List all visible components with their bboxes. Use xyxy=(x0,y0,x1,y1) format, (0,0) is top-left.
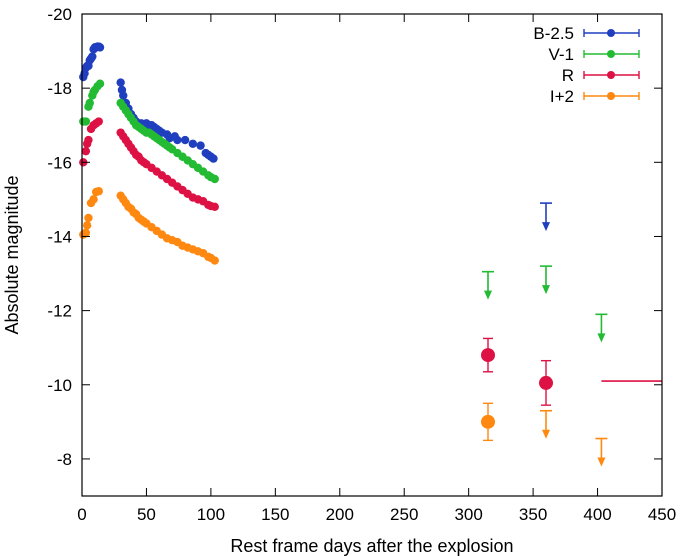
legend-label: B-2.5 xyxy=(533,24,574,43)
y-tick-label: -8 xyxy=(57,450,72,469)
x-tick-label: 0 xyxy=(77,505,86,524)
x-tick-label: 200 xyxy=(326,505,354,524)
axes-layer: 0 50 100 150 200 250 300 350 400 450 -8 -10 -12 -14 -1… xyxy=(47,5,676,524)
series-v-1 xyxy=(79,79,608,343)
data-point xyxy=(180,135,190,145)
x-tick-label: 250 xyxy=(390,505,418,524)
data-point xyxy=(85,98,94,108)
legend-marker xyxy=(607,29,615,37)
data-point xyxy=(89,195,98,204)
y-tick-label: -12 xyxy=(47,302,72,321)
data-point xyxy=(81,117,91,126)
data-point xyxy=(82,221,92,230)
data-point xyxy=(209,154,218,163)
upper-limit-head xyxy=(597,333,606,343)
legend-marker xyxy=(607,92,615,100)
data-layer xyxy=(79,42,662,467)
data-point xyxy=(119,91,128,100)
data-point xyxy=(88,52,97,61)
legend-item-r: R xyxy=(562,66,640,85)
data-point xyxy=(188,139,198,148)
data-point xyxy=(84,135,93,145)
y-tick-label: -20 xyxy=(47,5,72,24)
legend-marker xyxy=(607,71,615,79)
upper-limit-head xyxy=(542,429,550,439)
x-tick-label: 350 xyxy=(519,505,547,524)
y-tick-label: -18 xyxy=(47,79,72,98)
x-tick-label: 450 xyxy=(648,505,676,524)
upper-limit-head xyxy=(542,285,550,295)
series-i-2 xyxy=(79,187,608,467)
late-data-point xyxy=(539,375,553,390)
data-point xyxy=(95,43,105,52)
x-tick-label: 300 xyxy=(454,505,482,524)
data-point xyxy=(81,228,91,237)
data-point xyxy=(81,146,91,156)
x-tick-label: 100 xyxy=(197,505,225,524)
legend-item-v-1: V-1 xyxy=(548,45,640,64)
plot-frame xyxy=(81,13,663,497)
y-tick-label: -10 xyxy=(47,376,72,395)
data-point xyxy=(95,79,105,88)
y-tick-label: -16 xyxy=(47,153,72,172)
x-tick-label: 150 xyxy=(261,505,289,524)
data-point xyxy=(210,202,219,211)
data-point xyxy=(94,187,103,196)
series-r xyxy=(79,117,662,406)
late-data-point xyxy=(481,348,495,363)
legend-label: V-1 xyxy=(548,45,574,64)
legend-label: I+2 xyxy=(550,87,574,106)
y-tick-label: -14 xyxy=(47,227,72,246)
legend-label: R xyxy=(562,66,574,85)
x-tick-label: 400 xyxy=(583,505,611,524)
upper-limit-head xyxy=(542,222,550,232)
upper-limit-head xyxy=(597,457,606,467)
data-point xyxy=(84,213,93,223)
data-point xyxy=(210,256,219,265)
data-point xyxy=(196,141,205,150)
x-tick-label: 50 xyxy=(137,505,156,524)
data-point xyxy=(116,78,125,87)
legend-item-i-2: I+2 xyxy=(550,87,640,106)
x-axis-title: Rest frame days after the explosion xyxy=(230,536,513,556)
legend: B-2.5 V-1 R I+2 xyxy=(533,24,640,106)
data-point xyxy=(210,174,219,184)
data-point xyxy=(94,117,103,126)
y-axis-title: Absolute magnitude xyxy=(2,175,22,334)
data-point xyxy=(173,135,182,145)
legend-marker xyxy=(607,50,615,58)
late-data-point xyxy=(481,414,495,429)
upper-limit-head xyxy=(484,290,492,300)
legend-item-b-2-5: B-2.5 xyxy=(533,24,640,43)
